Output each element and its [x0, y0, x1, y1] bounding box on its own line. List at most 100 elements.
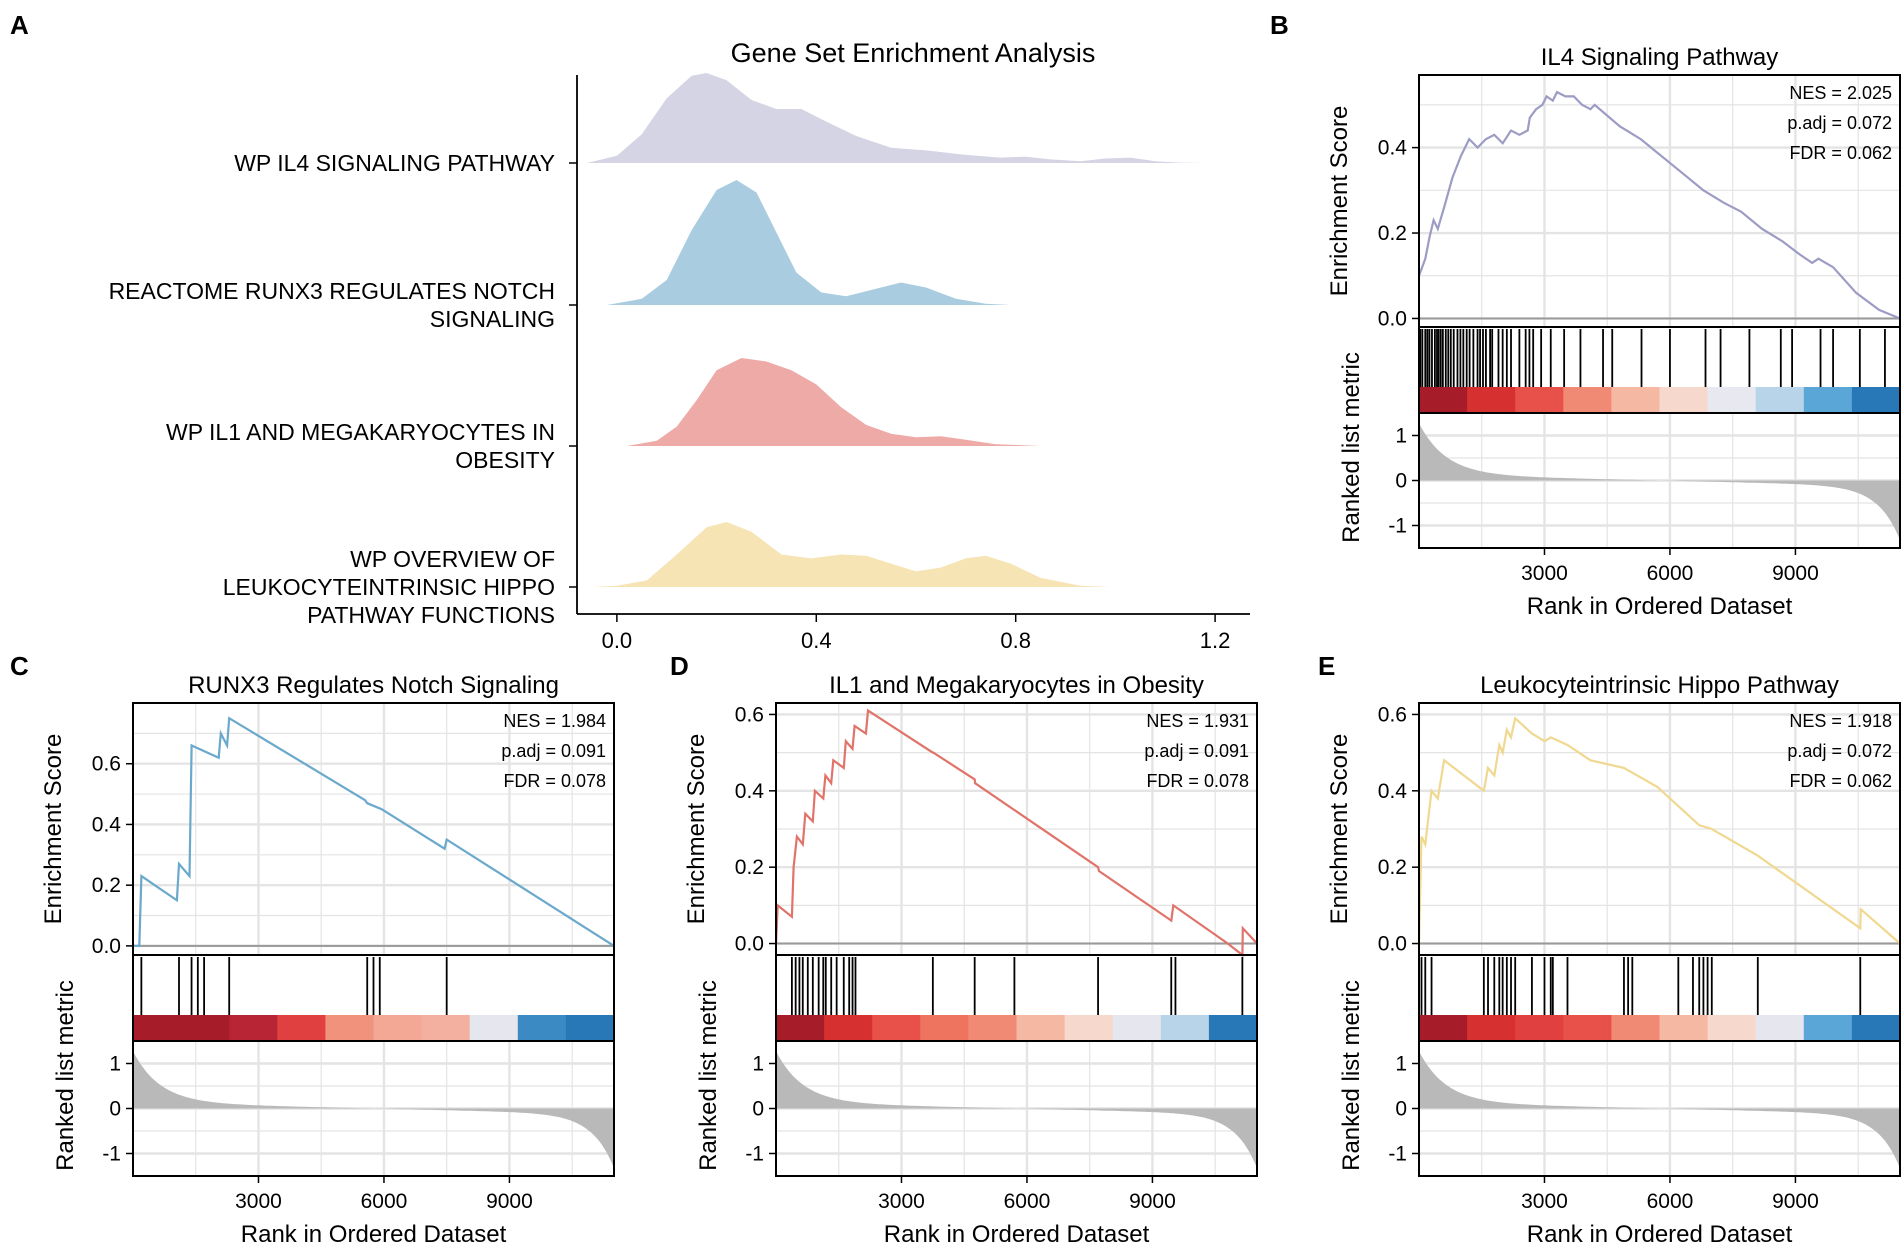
gsea-title: IL4 Signaling Pathway [1541, 44, 1779, 71]
x-tick-label: 3000 [235, 1190, 282, 1213]
color-band [1563, 387, 1612, 413]
metric-y-tick-label: -1 [745, 1143, 764, 1166]
es-y-tick-label: 0.6 [1378, 703, 1407, 726]
gsea-title: IL1 and Megakaryocytes in Obesity [829, 672, 1204, 699]
panel-label-b: B [1270, 10, 1289, 40]
gsea-plot-hippo: Leukocyteintrinsic Hippo Pathway 0.0 0.2 0.… [1326, 672, 1901, 1248]
metric-y-tick-label: -1 [1388, 515, 1407, 538]
color-band [1707, 387, 1757, 413]
color-band [373, 1015, 423, 1041]
stat-text: FDR = 0.062 [1789, 771, 1892, 791]
es-y-tick-label: 0.4 [1378, 137, 1408, 160]
ridge-label: REACTOME RUNX3 REGULATES NOTCH [109, 278, 555, 304]
x-tick-label: 6000 [1647, 1190, 1694, 1213]
ridge-density [606, 180, 1011, 305]
x-tick-label: 3000 [878, 1190, 925, 1213]
color-band [1064, 1015, 1114, 1041]
x-tick-label: 0.4 [801, 628, 832, 653]
color-band [1755, 387, 1805, 413]
es-y-tick-label: 0.0 [1378, 307, 1407, 330]
stat-text: FDR = 0.062 [1789, 143, 1892, 163]
color-band [469, 1015, 519, 1041]
stat-text: p.adj = 0.072 [1787, 741, 1892, 761]
stat-text: NES = 2.025 [1789, 83, 1892, 103]
metric-y-tick-label: 1 [1395, 425, 1407, 448]
ridge-label: LEUKOCYTEINTRINSIC HIPPO [223, 574, 555, 600]
es-y-axis-label: Enrichment Score [1326, 106, 1353, 297]
stat-text: p.adj = 0.091 [1144, 741, 1249, 761]
metric-y-tick-label: 0 [109, 1098, 121, 1121]
metric-y-axis-label: Ranked list metric [1338, 352, 1365, 543]
stat-text: FDR = 0.078 [503, 771, 606, 791]
x-tick-label: 3000 [1521, 562, 1568, 585]
color-band [1112, 1015, 1162, 1041]
es-y-axis-label: Enrichment Score [40, 734, 67, 925]
x-tick-label: 6000 [1647, 562, 1694, 585]
x-tick-label: 9000 [486, 1190, 533, 1213]
color-band [1659, 1015, 1709, 1041]
metric-y-tick-label: 1 [1395, 1053, 1407, 1076]
panel-label-d: D [670, 651, 689, 681]
es-y-tick-label: 0.6 [735, 703, 764, 726]
color-band [1208, 1015, 1258, 1041]
es-y-tick-label: 0.6 [92, 753, 121, 776]
metric-frame [132, 1040, 615, 1177]
stat-text: NES = 1.918 [1789, 711, 1892, 731]
stat-text: p.adj = 0.072 [1787, 113, 1892, 133]
color-band [824, 1015, 873, 1041]
ridge-label: WP IL4 SIGNALING PATHWAY [234, 150, 555, 176]
ridge-density [587, 73, 1206, 163]
x-tick-label: 1.2 [1200, 628, 1231, 653]
metric-y-axis-label: Ranked list metric [52, 980, 79, 1171]
gsea-plot-runx3: RUNX3 Regulates Notch Signaling 0.0 0.2 0.4… [40, 672, 615, 1248]
x-tick-label: 9000 [1129, 1190, 1176, 1213]
metric-frame [1418, 412, 1901, 549]
gsea-title: Leukocyteintrinsic Hippo Pathway [1480, 672, 1839, 699]
ridge-density [592, 522, 1111, 587]
color-band [1707, 1015, 1757, 1041]
metric-frame [1418, 1040, 1901, 1177]
color-band [517, 1015, 567, 1041]
color-band [1419, 387, 1468, 413]
color-band [181, 1015, 230, 1041]
panel-label-a: A [10, 10, 29, 40]
color-band [872, 1015, 921, 1041]
color-band [1611, 1015, 1661, 1041]
x-axis-label: Rank in Ordered Dataset [241, 1221, 507, 1248]
color-band [1515, 387, 1564, 413]
color-band [1160, 1015, 1210, 1041]
color-band [1467, 1015, 1516, 1041]
panel-label-e: E [1318, 651, 1335, 681]
x-axis-label: Rank in Ordered Dataset [1527, 1221, 1793, 1248]
x-tick-label: 6000 [1004, 1190, 1051, 1213]
metric-y-axis-label: Ranked list metric [695, 980, 722, 1171]
color-band [968, 1015, 1018, 1041]
es-y-tick-label: 0.2 [735, 856, 764, 879]
color-band [776, 1015, 825, 1041]
es-y-tick-label: 0.2 [1378, 222, 1407, 245]
chart-title: Gene Set Enrichment Analysis [731, 38, 1096, 68]
stat-text: NES = 1.931 [1146, 711, 1249, 731]
color-band [1419, 1015, 1468, 1041]
color-band [1851, 1015, 1901, 1041]
metric-y-tick-label: -1 [102, 1143, 121, 1166]
ridgeline-chart: Gene Set Enrichment Analysis WP IL4 SIGNA… [109, 38, 1250, 653]
x-axis-label: Rank in Ordered Dataset [884, 1221, 1150, 1248]
color-band [277, 1015, 326, 1041]
color-band [1611, 387, 1661, 413]
color-band [1659, 387, 1709, 413]
gsea-title: RUNX3 Regulates Notch Signaling [188, 672, 559, 699]
metric-y-tick-label: 0 [752, 1098, 764, 1121]
metric-y-tick-label: -1 [1388, 1143, 1407, 1166]
es-y-tick-label: 0.0 [1378, 933, 1407, 956]
es-y-tick-label: 0.0 [735, 933, 764, 956]
ridge-label: WP OVERVIEW OF [350, 546, 555, 572]
ridge-label: OBESITY [455, 447, 555, 473]
es-y-axis-label: Enrichment Score [1326, 734, 1353, 925]
color-band [565, 1015, 615, 1041]
stat-text: NES = 1.984 [503, 711, 606, 731]
es-y-tick-label: 0.4 [1378, 780, 1408, 803]
enrichment-curve [1417, 90, 1901, 320]
es-y-axis-label: Enrichment Score [683, 734, 710, 925]
x-tick-label: 9000 [1772, 562, 1819, 585]
